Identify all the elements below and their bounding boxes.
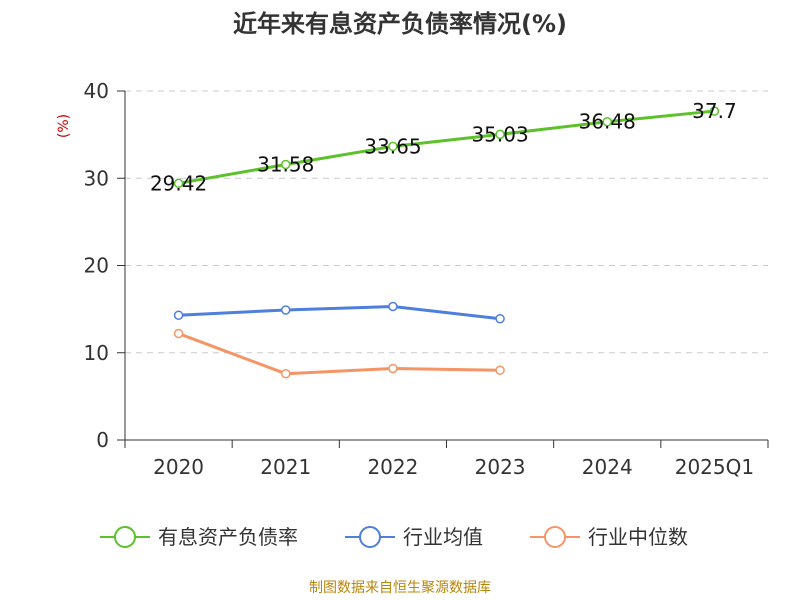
y-tick-label: 10 (84, 341, 109, 365)
y-tick-label: 20 (84, 254, 109, 278)
source-note: 制图数据来自恒生聚源数据库 (309, 580, 491, 596)
legend-item: 行业中位数 (530, 525, 688, 549)
legend-item: 有息资产负债率 (100, 525, 298, 549)
data-point (495, 313, 505, 324)
series-line (178, 109, 715, 185)
x-tick-label: 2020 (153, 455, 204, 479)
y-axis-label: (%) (56, 114, 72, 138)
series-line (178, 305, 501, 321)
grid-lines (125, 90, 768, 354)
legend-label: 行业中位数 (588, 525, 688, 549)
x-tick-label: 2022 (367, 455, 418, 479)
data-point (281, 368, 291, 379)
data-label: 35.03 (471, 122, 528, 146)
data-point (709, 106, 720, 116)
series-line (178, 332, 501, 376)
data-point (281, 159, 291, 170)
legend-item: 行业均值 (345, 525, 483, 549)
series-2 (173, 328, 505, 379)
y-tick-label: 0 (96, 428, 109, 452)
legend-label: 有息资产负债率 (158, 525, 298, 549)
legend-label: 行业均值 (403, 525, 483, 549)
data-labels: 29.42 31.58 33.65 35.03 36.48 37.7 (150, 99, 737, 195)
data-label: 31.58 (257, 152, 314, 176)
legend-marker (359, 526, 381, 548)
data-point (602, 116, 612, 127)
data-point (281, 305, 291, 315)
data-label: 37.7 (692, 99, 737, 123)
series-0 (173, 106, 720, 189)
data-point (173, 178, 184, 189)
series-1 (173, 301, 505, 324)
data-point (173, 310, 184, 320)
data-point (495, 129, 505, 140)
axes: 0 10 20 30 40 2020 2021 2022 2023 2024 2025Q1 (84, 79, 769, 479)
legend: 有息资产负债率 行业均值 行业中位数 (100, 525, 688, 549)
data-point (388, 141, 398, 152)
data-point (495, 365, 505, 375)
data-label: 29.42 (150, 171, 207, 195)
legend-marker (544, 526, 566, 548)
chart-title: 近年来有息资产负债率情况(%) (233, 10, 567, 38)
data-point (388, 301, 398, 312)
x-tick-label: 2024 (582, 455, 633, 479)
data-point (388, 363, 398, 374)
y-tick-label: 30 (84, 166, 109, 190)
x-tick-label: 2025Q1 (675, 455, 754, 479)
y-tick-label: 40 (84, 79, 109, 103)
series-layer (173, 106, 720, 379)
x-tick-label: 2021 (260, 455, 311, 479)
x-tick-label: 2023 (475, 455, 526, 479)
data-point (173, 328, 184, 339)
data-label: 36.48 (579, 110, 636, 134)
legend-marker (114, 526, 136, 548)
data-label: 33.65 (364, 134, 421, 158)
